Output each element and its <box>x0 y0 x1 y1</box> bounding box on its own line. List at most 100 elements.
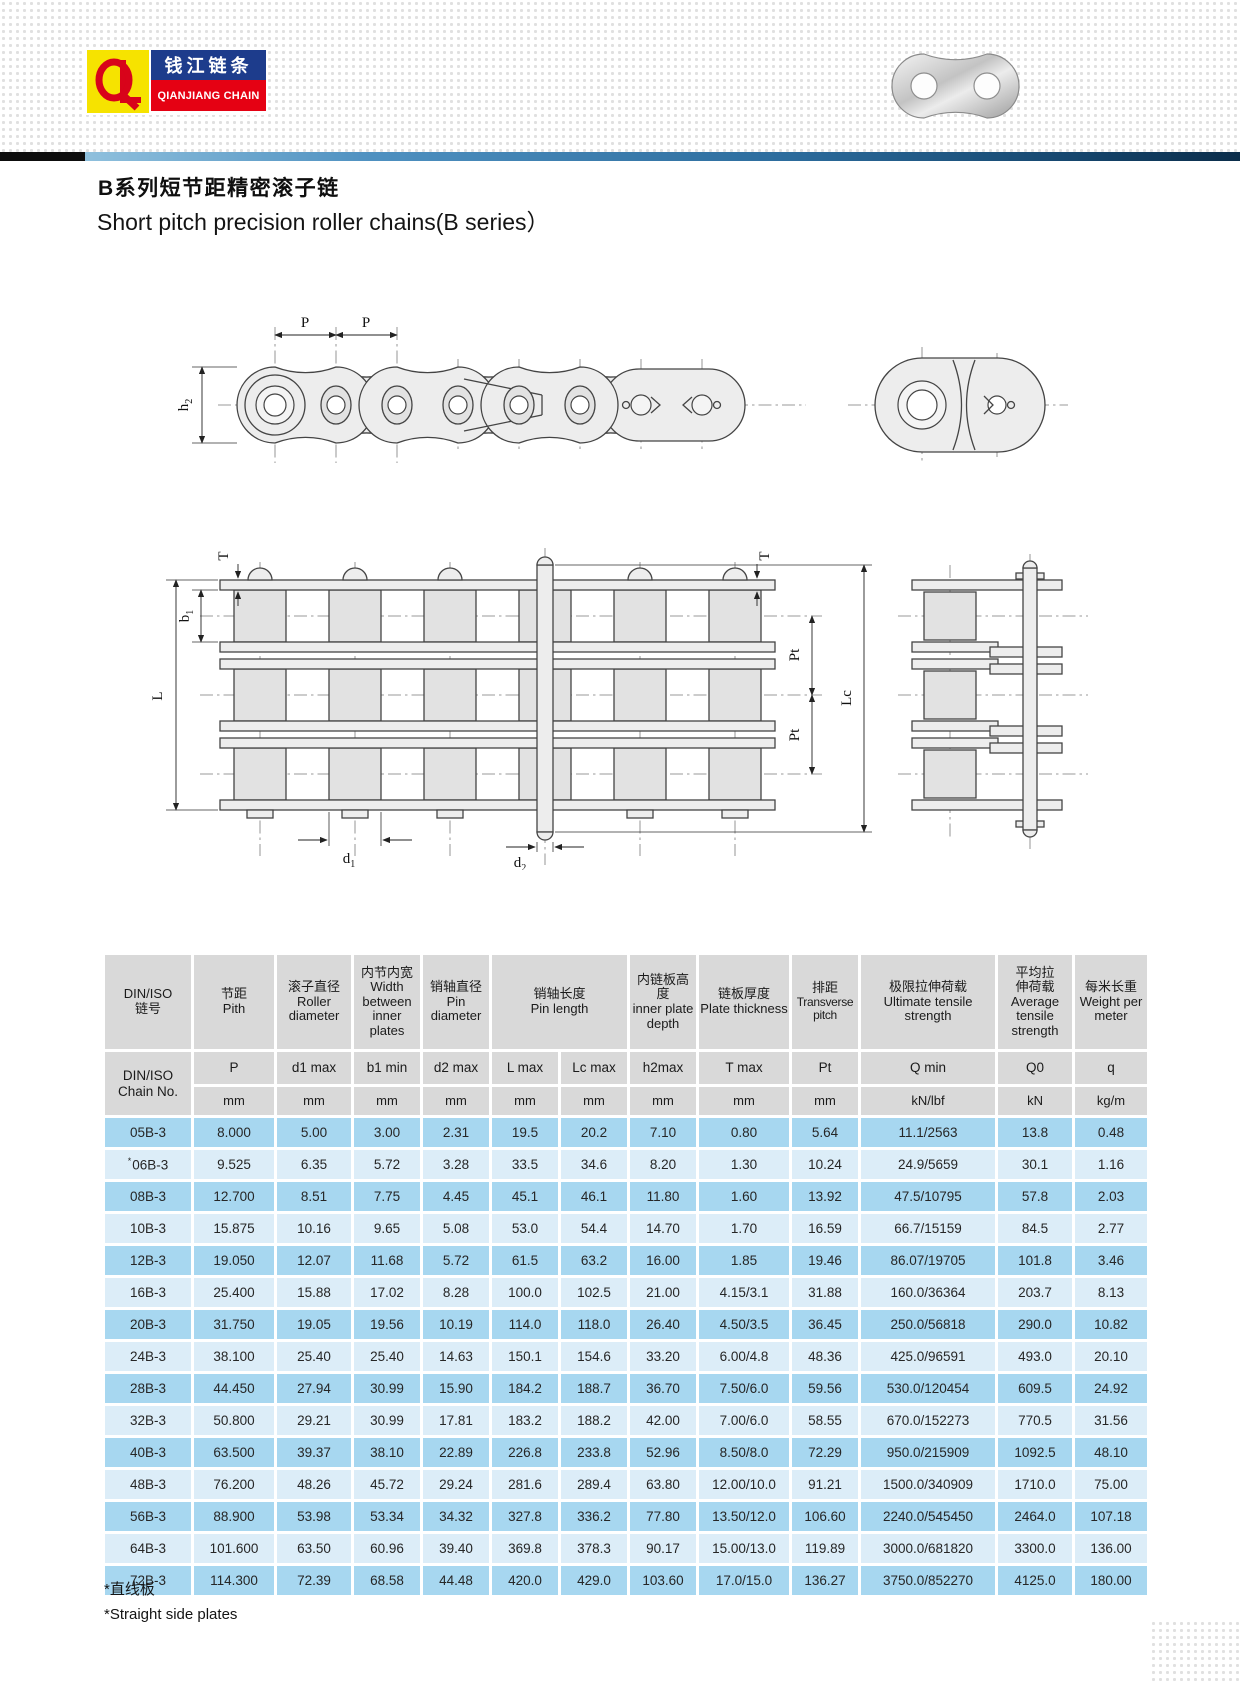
col-average-strength-header: 平均拉伸荷载 Average tensile strength <box>998 955 1073 1049</box>
spec-cell: 2.31 <box>423 1118 489 1147</box>
chain-no-cell: 16B-3 <box>105 1278 191 1307</box>
spec-cell: 100.0 <box>492 1278 558 1307</box>
spec-cell: 1092.5 <box>998 1438 1073 1467</box>
logo-wordmark: 钱江链条 QIANJIANG CHAIN <box>151 50 266 113</box>
unit-cell: mm <box>699 1087 790 1115</box>
col-roller-header: 滚子直径 Roller diameter <box>277 955 351 1049</box>
dim-label-p2: P <box>362 315 370 331</box>
symbol-cell: Q min <box>861 1052 996 1084</box>
dim-label-pt-lower: Pt <box>787 728 803 741</box>
spec-cell: 425.0/96591 <box>861 1342 996 1371</box>
spec-cell: 188.2 <box>561 1406 628 1435</box>
spec-cell: 48.10 <box>1075 1438 1148 1467</box>
spec-cell: 86.07/19705 <box>861 1246 996 1275</box>
dim-label-d2: d2 <box>514 855 527 870</box>
chain-plate-photo <box>891 53 1020 119</box>
spec-cell: 9.525 <box>194 1150 274 1179</box>
dim-label-h2: h2 <box>176 399 195 412</box>
chain-no-cell: 64B-3 <box>105 1534 191 1563</box>
spec-cell: 61.5 <box>492 1246 558 1275</box>
table-row: 48B-3 76.200 48.26 45.72 29.24 281.6 289.4 63.8… <box>105 1470 1148 1499</box>
spec-cell: 30.99 <box>354 1374 420 1403</box>
spec-cell: 493.0 <box>998 1342 1073 1371</box>
spec-cell: 53.34 <box>354 1502 420 1531</box>
spec-cell: 4.45 <box>423 1182 489 1211</box>
table-row: 28B-3 44.450 27.94 30.99 15.90 184.2 188.7 36.7… <box>105 1374 1148 1403</box>
spec-cell: 7.50/6.0 <box>699 1374 790 1403</box>
col-pitch-header: 节距 Pith <box>194 955 274 1049</box>
spec-cell: 118.0 <box>561 1310 628 1339</box>
spec-cell: 4.15/3.1 <box>699 1278 790 1307</box>
dimension-h2: h2 <box>176 366 237 444</box>
spec-cell: 8.51 <box>277 1182 351 1211</box>
corner-texture-block <box>1150 1620 1240 1683</box>
spec-cell: 12.00/10.0 <box>699 1470 790 1499</box>
spec-cell: 39.37 <box>277 1438 351 1467</box>
dimension-pitch: P P <box>274 315 398 339</box>
spec-cell: 160.0/36364 <box>861 1278 996 1307</box>
symbol-cell: q <box>1075 1052 1148 1084</box>
spec-cell: 369.8 <box>492 1534 558 1563</box>
spec-cell: 31.56 <box>1075 1406 1148 1435</box>
symbol-cell: h2max <box>630 1052 697 1084</box>
spec-cell: 770.5 <box>998 1406 1073 1435</box>
spec-cell: 203.7 <box>998 1278 1073 1307</box>
spec-cell: 16.59 <box>792 1214 859 1243</box>
spec-cell: 33.20 <box>630 1342 697 1371</box>
spec-cell: 26.40 <box>630 1310 697 1339</box>
spec-cell: 289.4 <box>561 1470 628 1499</box>
footnote-en: *Straight side plates <box>104 1605 238 1623</box>
spec-cell: 72.29 <box>792 1438 859 1467</box>
spec-cell: 53.98 <box>277 1502 351 1531</box>
spec-cell: 36.70 <box>630 1374 697 1403</box>
spec-cell: 3.28 <box>423 1150 489 1179</box>
spec-cell: 63.2 <box>561 1246 628 1275</box>
spec-cell: 7.00/6.0 <box>699 1406 790 1435</box>
spec-cell: 609.5 <box>998 1374 1073 1403</box>
page-title-en: Short pitch precision roller chains(B se… <box>97 209 550 235</box>
spec-cell: 2240.0/545450 <box>861 1502 996 1531</box>
spec-cell: 11.80 <box>630 1182 697 1211</box>
spec-cell: 24.92 <box>1075 1374 1148 1403</box>
spec-cell: 88.900 <box>194 1502 274 1531</box>
spec-cell: 34.32 <box>423 1502 489 1531</box>
logo: 钱江链条 QIANJIANG CHAIN <box>85 48 268 115</box>
spec-cell: 327.8 <box>492 1502 558 1531</box>
spec-cell: 2.77 <box>1075 1214 1148 1243</box>
chain-no-cell: 10B-3 <box>105 1214 191 1243</box>
spec-cell: 1.70 <box>699 1214 790 1243</box>
spec-cell: 3.00 <box>354 1118 420 1147</box>
spec-cell: 1.85 <box>699 1246 790 1275</box>
chain-no-cell: 24B-3 <box>105 1342 191 1371</box>
table-row: 20B-3 31.750 19.05 19.56 10.19 114.0 118.0 26.4… <box>105 1310 1148 1339</box>
spec-cell: 20.2 <box>561 1118 628 1147</box>
plan-view-dimensions: L b1 T T d1 d2 <box>150 551 872 870</box>
spec-cell: 63.500 <box>194 1438 274 1467</box>
chain-no-cell: *06B-3 <box>105 1150 191 1179</box>
spec-cell: 154.6 <box>561 1342 628 1371</box>
spec-cell: 0.80 <box>699 1118 790 1147</box>
spec-cell: 60.96 <box>354 1534 420 1563</box>
chain-no-cell: 20B-3 <box>105 1310 191 1339</box>
unit-cell: mm <box>630 1087 697 1115</box>
unit-cell: mm <box>194 1087 274 1115</box>
page-title-zh: B系列短节距精密滚子链 <box>98 177 340 200</box>
dim-label-b1: b1 <box>177 610 196 623</box>
spec-cell: 119.89 <box>792 1534 859 1563</box>
divider-blue-segment <box>85 152 1240 161</box>
spec-cell: 2464.0 <box>998 1502 1073 1531</box>
table-header: DIN/ISO 链号 节距 Pith 滚子直径 Roller diameter 内节内… <box>105 955 1148 1115</box>
spec-cell: 47.5/10795 <box>861 1182 996 1211</box>
spec-cell: 101.600 <box>194 1534 274 1563</box>
spec-cell: 63.80 <box>630 1470 697 1499</box>
chain-no-subheader: DIN/ISO Chain No. <box>105 1052 191 1115</box>
spec-cell: 4125.0 <box>998 1566 1073 1595</box>
spec-cell: 10.16 <box>277 1214 351 1243</box>
spec-cell: 14.70 <box>630 1214 697 1243</box>
footnote-zh: *直线板 <box>104 1581 155 1598</box>
spec-cell: 72.39 <box>277 1566 351 1595</box>
spec-cell: 59.56 <box>792 1374 859 1403</box>
chain-no-cell: 28B-3 <box>105 1374 191 1403</box>
table-row: 40B-3 63.500 39.37 38.10 22.89 226.8 233.8 52.9… <box>105 1438 1148 1467</box>
spec-cell: 250.0/56818 <box>861 1310 996 1339</box>
